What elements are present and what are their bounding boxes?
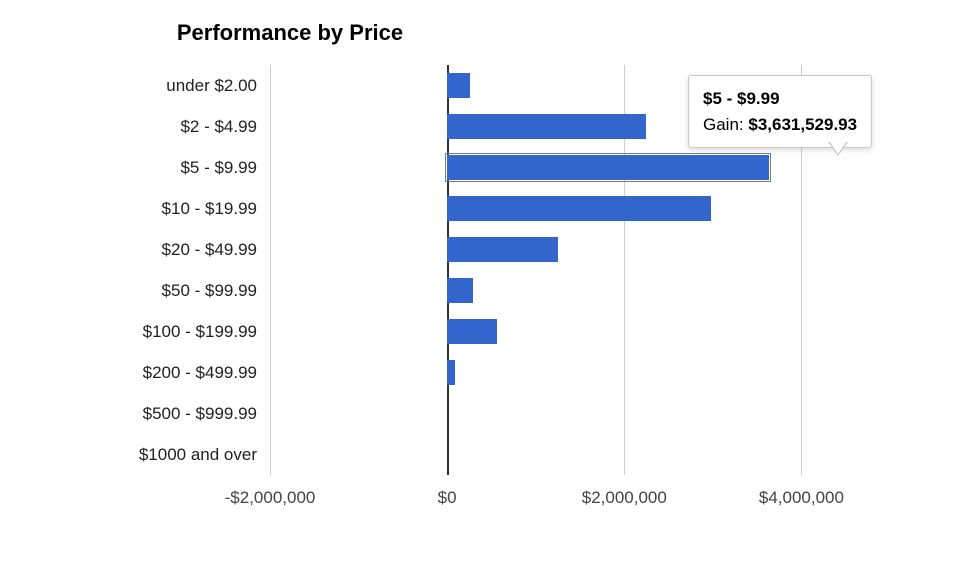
bar[interactable]: [447, 114, 646, 139]
gridline: [270, 65, 271, 475]
y-axis-label: $1000 and over: [139, 445, 257, 465]
bar[interactable]: [447, 73, 470, 98]
y-axis-label: $5 - $9.99: [180, 158, 257, 178]
tooltip-tail-fill: [829, 141, 847, 154]
x-axis-label: $4,000,000: [759, 488, 844, 508]
bar[interactable]: [447, 155, 769, 180]
y-axis-label: $50 - $99.99: [162, 281, 257, 301]
x-axis-label: $2,000,000: [582, 488, 667, 508]
y-axis-label: $200 - $499.99: [143, 363, 257, 383]
x-axis-label: $0: [438, 488, 457, 508]
y-axis-label: $20 - $49.99: [162, 240, 257, 260]
y-axis-label: $500 - $999.99: [143, 404, 257, 424]
tooltip-category: $5 - $9.99: [703, 89, 780, 108]
y-axis-label: $2 - $4.99: [180, 117, 257, 137]
tooltip-value: $3,631,529.93: [748, 115, 857, 134]
tooltip-metric-label: Gain:: [703, 115, 744, 134]
bar[interactable]: [447, 278, 473, 303]
x-axis-label: -$2,000,000: [225, 488, 316, 508]
y-axis-label: $10 - $19.99: [162, 199, 257, 219]
chart-title: Performance by Price: [0, 20, 580, 46]
bar[interactable]: [447, 360, 455, 385]
bar[interactable]: [447, 319, 497, 344]
bar[interactable]: [447, 196, 711, 221]
y-axis-label: $100 - $199.99: [143, 322, 257, 342]
chart-container: Performance by Price $5 - $9.99 Gain: $3…: [0, 0, 957, 563]
bar[interactable]: [447, 237, 558, 262]
y-axis-label: under $2.00: [166, 76, 257, 96]
tooltip: $5 - $9.99 Gain: $3,631,529.93: [688, 75, 872, 148]
